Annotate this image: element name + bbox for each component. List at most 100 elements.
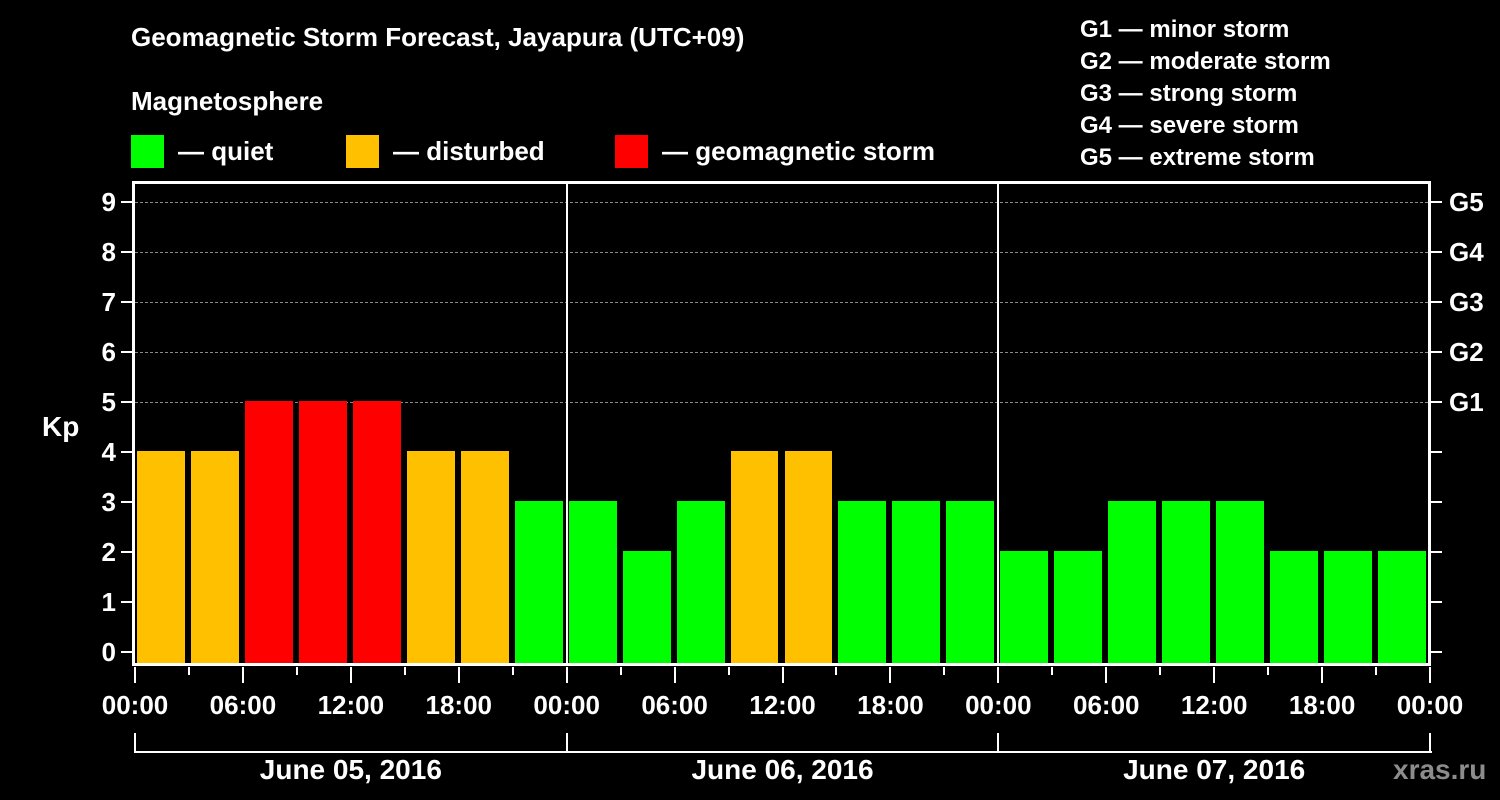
y-tick-label: 2 <box>101 537 116 567</box>
legend-subtitle: Magnetosphere <box>131 86 324 116</box>
kp-bar <box>190 451 239 663</box>
quiet-swatch <box>131 134 164 168</box>
kp-bar <box>1054 551 1103 663</box>
legend-quiet: — quiet <box>131 134 273 168</box>
right-y-tick <box>1431 401 1442 403</box>
x-tick-label: 12:00 <box>749 690 816 720</box>
x-minor-tick <box>1159 667 1162 675</box>
y-tick-label: 8 <box>101 237 116 267</box>
y-tick-label: 1 <box>101 587 116 617</box>
kp-bar <box>622 551 671 663</box>
x-tick-label: 00:00 <box>533 690 600 720</box>
date-bracket <box>135 751 1432 753</box>
gridline <box>135 402 1428 403</box>
x-minor-tick <box>619 667 622 675</box>
right-y-tick <box>1431 651 1442 653</box>
storm-swatch <box>615 134 648 168</box>
x-minor-tick <box>295 667 298 675</box>
gridline <box>135 202 1428 203</box>
kp-bar <box>137 451 185 663</box>
y-tick <box>121 651 132 653</box>
right-y-tick <box>1431 551 1442 553</box>
disturbed-swatch <box>346 134 379 168</box>
y-tick <box>121 201 132 203</box>
legend-disturbed-label: — disturbed <box>393 135 545 166</box>
g-scale-tick-label: G5 <box>1449 187 1484 217</box>
x-tick-label: 06:00 <box>209 690 277 720</box>
kp-bar <box>676 501 725 663</box>
kp-bar <box>406 451 455 663</box>
y-tick-label: 9 <box>101 187 116 217</box>
x-minor-tick <box>835 667 838 675</box>
x-major-tick <box>1321 667 1324 683</box>
x-major-tick <box>781 667 784 683</box>
x-minor-tick <box>403 667 406 675</box>
kp-bar <box>1216 501 1265 663</box>
g-scale-item: G1 — minor storm <box>1080 16 1290 43</box>
y-tick <box>121 301 132 303</box>
x-tick-label: 00:00 <box>1396 690 1464 720</box>
gridline <box>135 302 1428 303</box>
right-y-tick <box>1431 501 1442 503</box>
y-tick <box>121 451 132 453</box>
y-tick-label: 3 <box>101 487 116 517</box>
x-minor-tick <box>727 667 730 675</box>
date-bracket-tick <box>997 733 1000 753</box>
y-tick <box>121 601 132 603</box>
plot-area <box>132 181 1431 666</box>
kp-bar <box>1270 551 1319 663</box>
day-separator <box>997 184 1000 663</box>
g-scale-tick-label: G2 <box>1449 337 1484 367</box>
g-scale-tick-label: G3 <box>1449 287 1484 317</box>
x-tick-label: 18:00 <box>857 690 924 720</box>
x-minor-tick <box>511 667 514 675</box>
y-tick <box>121 501 132 503</box>
x-major-tick <box>457 667 460 683</box>
kp-bar <box>352 401 401 663</box>
x-major-tick <box>1105 667 1108 683</box>
x-minor-tick <box>1267 667 1270 675</box>
kp-bar <box>730 451 779 663</box>
y-tick-label: 5 <box>101 387 116 417</box>
y-tick-label: 7 <box>101 287 116 317</box>
date-label: June 07, 2016 <box>1123 754 1306 785</box>
legend-storm: — geomagnetic storm <box>615 134 935 168</box>
x-major-tick <box>1429 667 1431 683</box>
x-major-tick <box>241 667 244 683</box>
kp-bar <box>568 501 617 663</box>
x-minor-tick <box>1051 667 1054 675</box>
right-y-tick <box>1431 251 1442 253</box>
kp-bar <box>298 401 347 663</box>
x-minor-tick <box>943 667 946 675</box>
legend-quiet-label: — quiet <box>178 135 274 166</box>
day-separator <box>565 184 568 663</box>
y-tick-label: 6 <box>101 337 116 367</box>
g-scale-tick-label: G4 <box>1449 237 1484 267</box>
x-tick-label: 18:00 <box>425 690 493 720</box>
x-major-tick <box>889 667 892 683</box>
x-major-tick <box>673 667 676 683</box>
x-major-tick <box>1213 667 1216 683</box>
x-tick-label: 00:00 <box>101 690 169 720</box>
x-major-tick <box>565 667 568 683</box>
gridline <box>135 352 1428 353</box>
date-bracket-tick <box>1429 733 1431 753</box>
kp-bar <box>514 501 563 663</box>
right-y-tick <box>1431 201 1442 203</box>
date-bracket-tick <box>565 733 568 753</box>
kp-bar <box>838 501 887 663</box>
y-axis-label: Kp <box>42 411 80 442</box>
right-y-tick <box>1431 601 1442 603</box>
right-y-tick <box>1431 301 1442 303</box>
g-scale-item: G5 — extreme storm <box>1080 144 1315 171</box>
kp-bar <box>244 401 293 663</box>
chart-title: Geomagnetic Storm Forecast, Jayapura (UT… <box>131 22 745 52</box>
date-label: June 06, 2016 <box>691 754 874 785</box>
kp-bar <box>1000 551 1049 663</box>
g-scale-legend: G1 — minor storm G2 — moderate storm G3 … <box>1080 14 1331 174</box>
g-scale-item: G3 — strong storm <box>1080 80 1298 107</box>
x-tick-label: 00:00 <box>965 690 1032 720</box>
legend-storm-label: — geomagnetic storm <box>662 135 936 166</box>
x-tick-label: 18:00 <box>1288 690 1356 720</box>
kp-bar <box>1162 501 1211 663</box>
